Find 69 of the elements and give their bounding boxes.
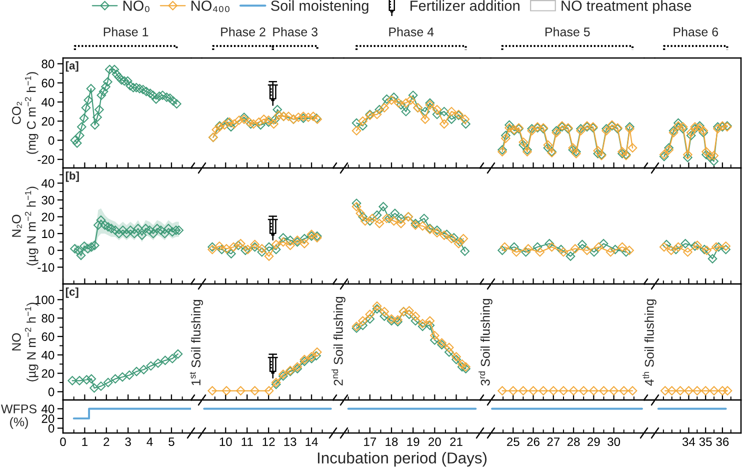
- x-tick-label: 1: [82, 438, 88, 446]
- legend-label: NO₄₀₀: [192, 0, 230, 12]
- y-tick-label: 20: [42, 369, 54, 378]
- annotation: 2$^{nd}$ Soil flushing: [332, 296, 346, 386]
- x-tick-label: 0: [60, 437, 66, 446]
- x-tick-label: 10: [220, 437, 232, 446]
- y-tick-label: 0: [48, 246, 54, 255]
- y-tick-label: -20: [38, 155, 54, 164]
- y-tick-label: 40: [42, 404, 54, 414]
- legend-label: Fertilizer addition: [410, 0, 520, 11]
- x-tick-label: 12: [262, 437, 275, 446]
- y-tick-label: 60: [42, 332, 54, 341]
- y-axis-title: CO₂ (mg C m$^{−2}$ h$^{−1}$): [12, 72, 38, 154]
- x-tick-label: 30: [608, 437, 620, 446]
- x-tick-label: 29: [588, 437, 600, 446]
- y-axis-title: WFPS (%): [1, 404, 36, 429]
- x-tick-label: 14: [306, 438, 318, 446]
- y-tick-label: 20: [42, 117, 54, 126]
- legend-label: NO₀: [123, 0, 150, 12]
- text: Phase 1: [104, 27, 148, 36]
- x-tick-label: 21: [450, 437, 462, 446]
- y-axis-title: NO (µg N m$^{−2}$ h$^{−1}$): [12, 302, 38, 382]
- x-tick-label: 13: [284, 437, 296, 446]
- x-tick-label: 5: [168, 438, 174, 446]
- x-tick-label: 36: [716, 437, 729, 446]
- annotation: [a]: [66, 61, 78, 72]
- x-tick-label: 18: [386, 437, 398, 446]
- text: Phase 6: [674, 27, 718, 36]
- annotation: 4$^{th}$ Soil flushing: [642, 299, 656, 386]
- x-tick-label: 11: [242, 438, 253, 446]
- x-tick-label: 2: [104, 437, 110, 446]
- x-tick-label: 26: [527, 437, 540, 446]
- x-tick-label: 3: [125, 437, 131, 446]
- x-tick-label: 35: [699, 437, 712, 446]
- y-tick-label: 80: [42, 60, 54, 68]
- y-tick-label: 60: [42, 78, 54, 88]
- y-tick-label: -10: [38, 263, 54, 272]
- legend-label: Soil moistening: [271, 0, 368, 14]
- y-tick-label: 0: [48, 424, 54, 433]
- x-tick-label: 28: [567, 437, 580, 446]
- x-tick-label: 34: [682, 437, 696, 446]
- annotation: 3$^{rd}$ Soil flushing: [478, 298, 492, 386]
- y-tick-label: 30: [42, 196, 54, 204]
- y-tick-label: 20: [42, 414, 54, 423]
- text: NO treatment phase: [562, 0, 692, 14]
- y-tick-label: 20: [42, 212, 54, 222]
- y-tick-label: 100: [35, 296, 54, 304]
- text: Phase 5: [545, 27, 590, 36]
- x-tick-label: 17: [364, 438, 376, 446]
- x-axis-title: Incubation period (Days): [318, 452, 487, 467]
- annotation: 1$^{st}$ Soil flushing: [190, 300, 204, 386]
- annotation: [c]: [66, 287, 78, 298]
- y-tick-label: 40: [42, 98, 54, 106]
- x-tick-label: 20: [428, 437, 441, 446]
- y-tick-label: 80: [42, 314, 54, 323]
- x-tick-label: 19: [407, 437, 420, 446]
- x-tick-label: 25: [507, 437, 520, 446]
- y-tick-label: 0: [48, 388, 54, 396]
- y-tick-label: 10: [42, 230, 54, 238]
- text: Phase 3: [273, 27, 318, 36]
- y-tick-label: 40: [42, 179, 54, 188]
- y-tick-label: 40: [42, 350, 54, 360]
- x-tick-label: 4: [146, 438, 153, 446]
- annotation: [b]: [66, 171, 79, 182]
- text: Phase 4: [389, 27, 434, 36]
- y-tick-label: 0: [48, 136, 54, 145]
- y-axis-title: N₂O (µg N m$^{−2}$ h$^{−1}$): [12, 186, 38, 266]
- text: Phase 2: [221, 27, 266, 36]
- x-tick-label: 27: [547, 437, 560, 446]
